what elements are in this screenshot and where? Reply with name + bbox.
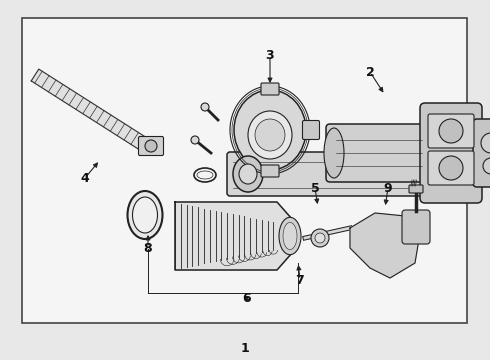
FancyBboxPatch shape [139,136,164,156]
Text: 6: 6 [243,292,251,305]
Text: 7: 7 [295,274,304,287]
Text: 4: 4 [81,171,89,185]
Text: 1: 1 [241,342,249,355]
Circle shape [439,156,463,180]
Polygon shape [350,213,420,278]
Ellipse shape [234,90,306,170]
Circle shape [191,136,199,144]
Text: 5: 5 [311,181,319,194]
Circle shape [145,140,157,152]
Ellipse shape [132,197,157,233]
Circle shape [481,133,490,153]
FancyBboxPatch shape [227,152,448,196]
Bar [22,18,467,323]
Ellipse shape [279,217,301,255]
FancyBboxPatch shape [261,83,279,95]
Ellipse shape [324,128,344,178]
Ellipse shape [239,164,257,184]
Ellipse shape [233,156,263,192]
FancyBboxPatch shape [302,121,319,140]
FancyBboxPatch shape [409,185,423,193]
Circle shape [483,158,490,174]
Ellipse shape [127,191,163,239]
FancyBboxPatch shape [326,124,429,182]
FancyBboxPatch shape [428,151,474,185]
Ellipse shape [248,111,292,159]
Ellipse shape [255,119,285,151]
Circle shape [315,233,325,243]
Polygon shape [31,69,149,151]
Text: 3: 3 [266,49,274,62]
Text: 9: 9 [384,181,392,194]
FancyBboxPatch shape [261,165,279,177]
Ellipse shape [283,222,297,249]
FancyBboxPatch shape [428,114,474,148]
FancyBboxPatch shape [420,103,482,203]
Polygon shape [175,202,295,270]
Circle shape [311,229,329,247]
Text: 2: 2 [366,66,374,78]
Text: 8: 8 [144,242,152,255]
FancyBboxPatch shape [473,119,490,187]
Circle shape [439,119,463,143]
Circle shape [201,103,209,111]
FancyBboxPatch shape [402,210,430,244]
